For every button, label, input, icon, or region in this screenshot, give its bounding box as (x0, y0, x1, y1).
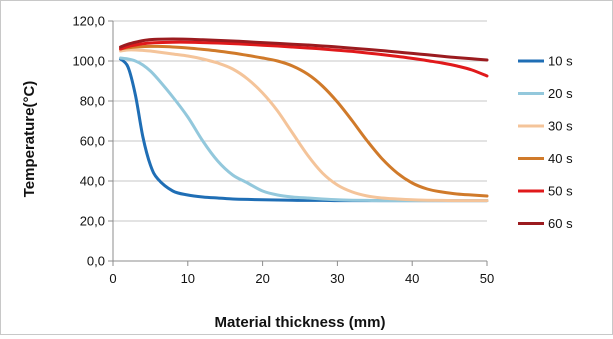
line-chart: 0,0 20,0 40,0 60,0 80,0 100,0 120,0 0 10 20 30 40 5… (21, 14, 573, 332)
series-line-60s (119, 37, 489, 62)
legend-label: 40 s (548, 151, 573, 166)
x-tick-label: 20 (255, 271, 269, 286)
y-tick-label: 120,0 (72, 14, 105, 29)
series-line-40s (119, 44, 489, 198)
x-tick-label: 10 (181, 271, 195, 286)
legend-label: 30 s (548, 119, 573, 134)
y-tick-label: 40,0 (80, 174, 105, 189)
series-line-30s (119, 48, 489, 203)
y-axis-title: Temperature(°C) (21, 81, 38, 198)
y-tick-label: 0,0 (87, 254, 105, 269)
series-lines (119, 37, 489, 203)
x-tick-label: 30 (330, 271, 344, 286)
legend-label: 20 s (548, 86, 573, 101)
legend: 10 s 20 s 30 s 40 s 50 s 60 s (518, 54, 573, 231)
x-tick-labels: 0 10 20 30 40 50 (109, 271, 494, 286)
x-tick-label: 0 (109, 271, 116, 286)
axes (108, 20, 488, 266)
x-tick-label: 50 (480, 271, 494, 286)
x-axis-title: Material thickness (mm) (215, 314, 386, 331)
series-line-10s (119, 57, 489, 203)
series-line-20s (119, 56, 489, 203)
series-line-50s (119, 40, 489, 78)
legend-label: 50 s (548, 184, 573, 199)
legend-label: 60 s (548, 216, 573, 231)
x-tick-label: 40 (405, 271, 419, 286)
y-tick-label: 100,0 (72, 54, 105, 69)
y-tick-labels: 0,0 20,0 40,0 60,0 80,0 100,0 120,0 (72, 14, 105, 269)
legend-label: 10 s (548, 54, 573, 69)
y-tick-label: 20,0 (80, 214, 105, 229)
y-tick-label: 60,0 (80, 134, 105, 149)
y-tick-label: 80,0 (80, 94, 105, 109)
